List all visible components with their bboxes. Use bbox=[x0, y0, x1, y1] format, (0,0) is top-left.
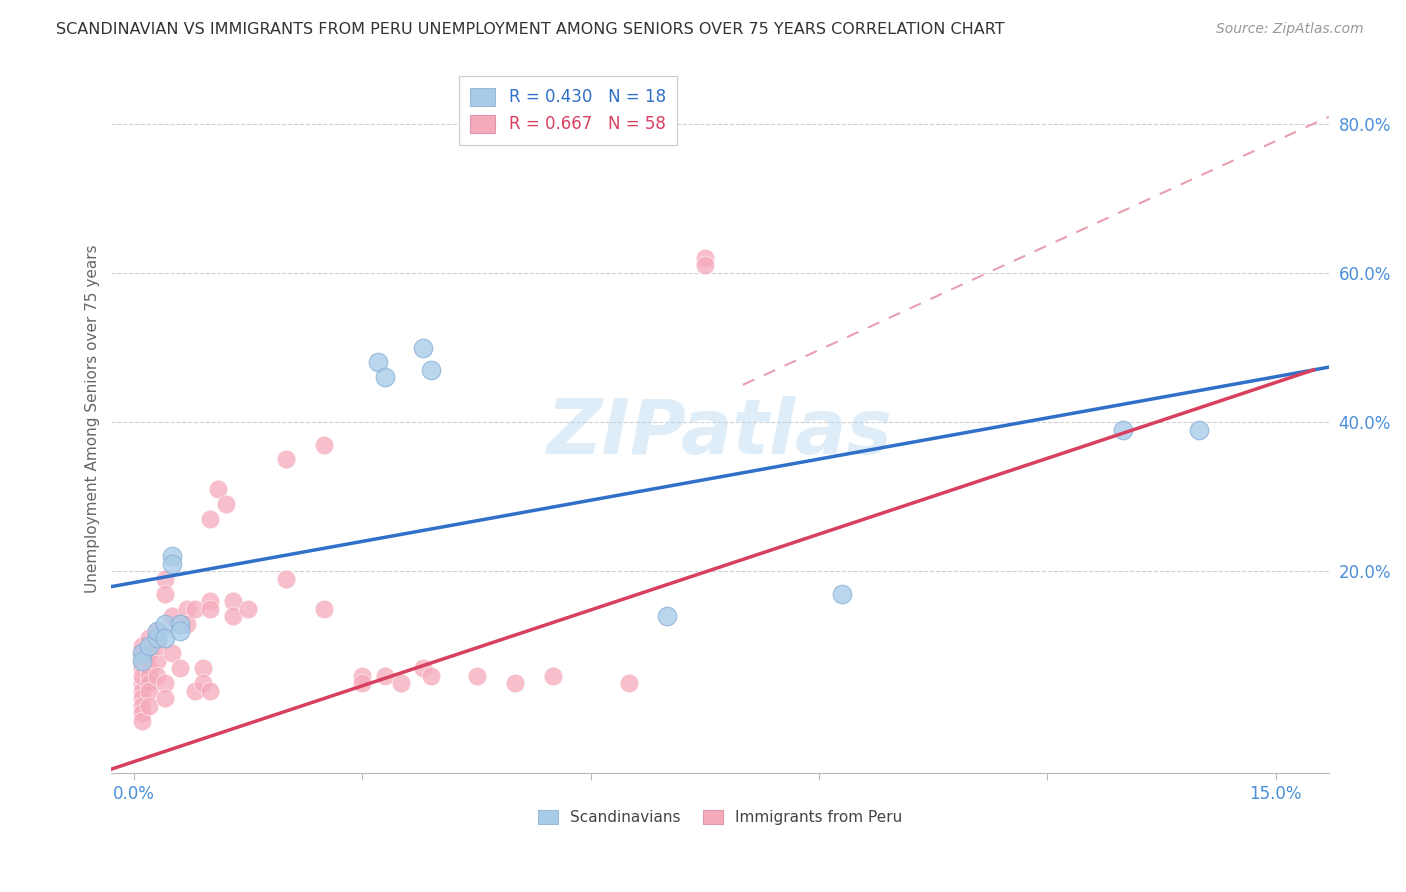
Point bbox=[465, 669, 488, 683]
Point bbox=[146, 624, 169, 638]
Point bbox=[153, 691, 176, 706]
Point bbox=[238, 601, 260, 615]
Point bbox=[138, 661, 160, 675]
Point bbox=[389, 676, 412, 690]
Point bbox=[693, 251, 716, 265]
Point bbox=[374, 370, 396, 384]
Point bbox=[169, 661, 191, 675]
Point bbox=[214, 497, 236, 511]
Point bbox=[1112, 423, 1135, 437]
Point bbox=[831, 587, 853, 601]
Point bbox=[420, 669, 443, 683]
Point bbox=[191, 661, 214, 675]
Point bbox=[162, 557, 184, 571]
Point bbox=[420, 363, 443, 377]
Point bbox=[138, 646, 160, 660]
Point bbox=[138, 632, 160, 646]
Point bbox=[503, 676, 526, 690]
Text: SCANDINAVIAN VS IMMIGRANTS FROM PERU UNEMPLOYMENT AMONG SENIORS OVER 75 YEARS CO: SCANDINAVIAN VS IMMIGRANTS FROM PERU UNE… bbox=[56, 22, 1005, 37]
Point bbox=[131, 669, 153, 683]
Point bbox=[153, 572, 176, 586]
Point bbox=[162, 646, 184, 660]
Point bbox=[176, 616, 198, 631]
Point bbox=[138, 698, 160, 713]
Point bbox=[200, 512, 222, 526]
Point bbox=[169, 616, 191, 631]
Point bbox=[169, 624, 191, 638]
Point bbox=[131, 654, 153, 668]
Point bbox=[176, 601, 198, 615]
Point bbox=[200, 601, 222, 615]
Point bbox=[374, 669, 396, 683]
Point bbox=[617, 676, 640, 690]
Point bbox=[146, 654, 169, 668]
Point bbox=[541, 669, 564, 683]
Point bbox=[131, 676, 153, 690]
Point bbox=[162, 609, 184, 624]
Point bbox=[314, 601, 336, 615]
Point bbox=[222, 609, 245, 624]
Point bbox=[131, 646, 153, 660]
Point bbox=[1188, 423, 1211, 437]
Point bbox=[131, 661, 153, 675]
Point bbox=[153, 632, 176, 646]
Point bbox=[138, 669, 160, 683]
Point bbox=[207, 483, 229, 497]
Point bbox=[200, 683, 222, 698]
Point bbox=[153, 616, 176, 631]
Point bbox=[138, 683, 160, 698]
Point bbox=[131, 691, 153, 706]
Point bbox=[314, 437, 336, 451]
Point bbox=[412, 661, 434, 675]
Point bbox=[162, 549, 184, 564]
Point bbox=[146, 624, 169, 638]
Point bbox=[138, 639, 160, 653]
Point bbox=[693, 259, 716, 273]
Point bbox=[191, 676, 214, 690]
Point bbox=[412, 341, 434, 355]
Point bbox=[138, 676, 160, 690]
Point bbox=[655, 609, 678, 624]
Point bbox=[276, 572, 298, 586]
Point bbox=[367, 355, 389, 369]
Point bbox=[146, 639, 169, 653]
Legend: Scandinavians, Immigrants from Peru: Scandinavians, Immigrants from Peru bbox=[537, 810, 903, 825]
Text: ZIPatlas: ZIPatlas bbox=[547, 395, 893, 469]
Point bbox=[200, 594, 222, 608]
Point bbox=[131, 706, 153, 720]
Point bbox=[146, 669, 169, 683]
Point bbox=[146, 632, 169, 646]
Point bbox=[153, 587, 176, 601]
Point bbox=[131, 646, 153, 660]
Y-axis label: Unemployment Among Seniors over 75 years: Unemployment Among Seniors over 75 years bbox=[86, 244, 100, 592]
Point bbox=[184, 601, 207, 615]
Point bbox=[131, 698, 153, 713]
Point bbox=[276, 452, 298, 467]
Point bbox=[131, 714, 153, 728]
Point bbox=[153, 676, 176, 690]
Point bbox=[222, 594, 245, 608]
Point bbox=[131, 654, 153, 668]
Text: Source: ZipAtlas.com: Source: ZipAtlas.com bbox=[1216, 22, 1364, 37]
Point bbox=[184, 683, 207, 698]
Point bbox=[131, 683, 153, 698]
Point bbox=[352, 676, 374, 690]
Point bbox=[352, 669, 374, 683]
Point bbox=[131, 639, 153, 653]
